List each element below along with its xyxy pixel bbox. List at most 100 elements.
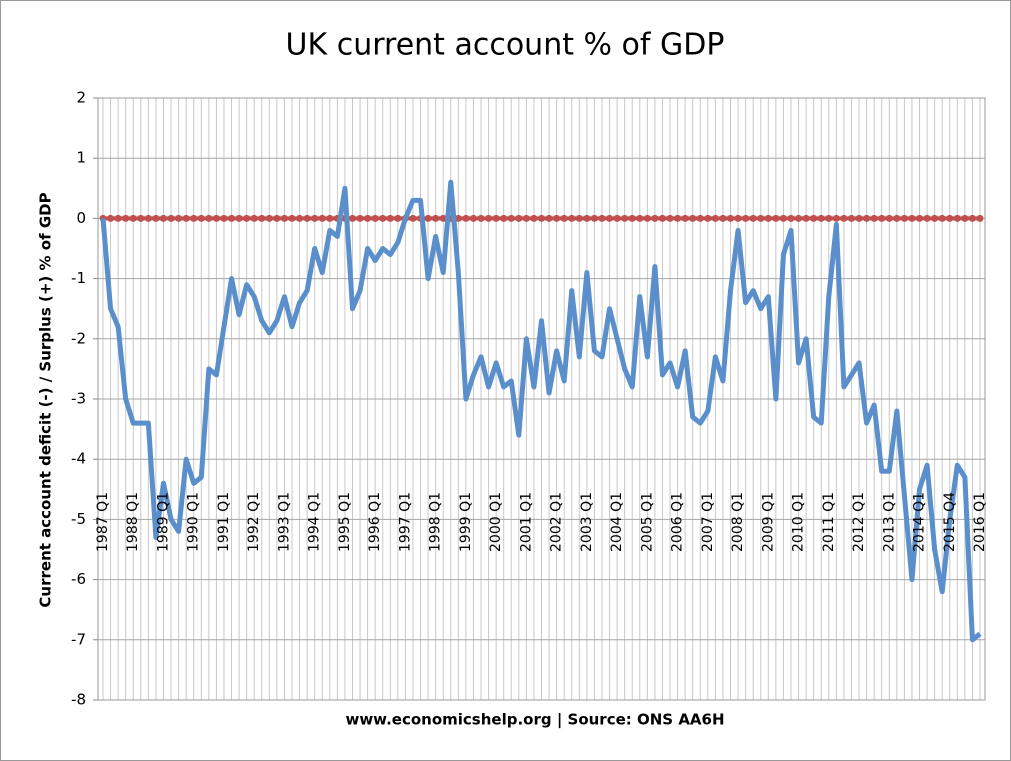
x-tick-label: 2003 Q1: [579, 492, 595, 552]
x-tick-label: 2006 Q1: [670, 492, 686, 552]
series-marker: [757, 214, 765, 222]
x-tick-label: 2000 Q1: [488, 492, 504, 552]
series-marker: [575, 214, 583, 222]
x-tick-label: 1991 Q1: [216, 492, 232, 552]
series-marker: [568, 214, 576, 222]
y-tick-label: -5: [71, 510, 86, 528]
series-marker: [651, 214, 659, 222]
series-line: [100, 179, 982, 643]
series-marker: [598, 214, 606, 222]
series-marker: [175, 214, 183, 222]
x-tick-label: 2010 Q1: [791, 492, 807, 552]
series-marker: [122, 214, 130, 222]
series-marker: [114, 214, 122, 222]
series-marker: [356, 214, 364, 222]
series-marker: [643, 214, 651, 222]
x-tick-label: 1995 Q1: [337, 492, 353, 552]
x-tick-label: 1999 Q1: [458, 492, 474, 552]
series-marker: [371, 214, 379, 222]
x-tick-label: 1987 Q1: [95, 492, 111, 552]
plot-frame: [97, 97, 986, 701]
series-marker: [961, 214, 969, 222]
series-marker: [923, 214, 931, 222]
x-tick-label: 2008 Q1: [730, 492, 746, 552]
series-marker: [855, 214, 863, 222]
series-marker: [296, 214, 304, 222]
series-marker: [764, 214, 772, 222]
series-marker: [560, 214, 568, 222]
x-tick-label: 1998 Q1: [428, 492, 444, 552]
series-marker: [606, 214, 614, 222]
y-tick-label: -1: [71, 269, 86, 287]
series-marker: [900, 214, 908, 222]
series-marker: [658, 214, 666, 222]
y-tick-label: -3: [71, 390, 86, 408]
series-marker: [515, 214, 523, 222]
series-marker: [432, 214, 440, 222]
series-marker: [681, 214, 689, 222]
series-marker: [258, 214, 266, 222]
y-tick-label: -8: [71, 691, 86, 709]
series-marker: [197, 214, 205, 222]
series-marker: [190, 214, 198, 222]
y-tick-label: -4: [71, 450, 86, 468]
series-marker: [485, 214, 493, 222]
series-marker: [311, 214, 319, 222]
series-marker: [893, 214, 901, 222]
x-tick-label: 1988 Q1: [125, 492, 141, 552]
series-marker: [742, 214, 750, 222]
series-marker: [666, 214, 674, 222]
series-marker: [507, 214, 515, 222]
series-marker: [938, 214, 946, 222]
source-note: www.economicshelp.org | Source: ONS AA6H: [345, 711, 724, 730]
series-marker: [492, 214, 500, 222]
series-marker: [613, 214, 621, 222]
series-marker: [394, 214, 402, 222]
y-tick-label: -7: [71, 630, 86, 648]
series-marker: [318, 214, 326, 222]
x-tick-label: 2012 Q1: [851, 492, 867, 552]
series-marker: [462, 214, 470, 222]
series-marker: [212, 214, 220, 222]
series-marker: [409, 214, 417, 222]
x-tick-label: 1993 Q1: [276, 492, 292, 552]
x-tick-label: 2002 Q1: [549, 492, 565, 552]
series-marker: [265, 214, 273, 222]
series-marker: [205, 214, 213, 222]
y-axis-label: Current account deficit (-) / Surplus (+…: [37, 192, 55, 607]
x-tick-label: 2016 Q1: [972, 492, 988, 552]
series-marker: [696, 214, 704, 222]
series-marker: [976, 214, 984, 222]
series-marker: [137, 214, 145, 222]
series-marker: [832, 214, 840, 222]
series-marker: [235, 214, 243, 222]
series-marker: [522, 214, 530, 222]
series-marker: [847, 214, 855, 222]
series-marker: [772, 214, 780, 222]
series-marker: [795, 214, 803, 222]
series-marker: [379, 214, 387, 222]
x-tick-label: 2013 Q1: [881, 492, 897, 552]
x-tick-label: 2004 Q1: [609, 492, 625, 552]
series-marker: [779, 214, 787, 222]
series-marker: [250, 214, 258, 222]
series-marker: [863, 214, 871, 222]
series-marker: [545, 214, 553, 222]
series-marker: [167, 214, 175, 222]
series-marker: [220, 214, 228, 222]
series-marker: [749, 214, 757, 222]
series-marker: [674, 214, 682, 222]
series-marker: [908, 214, 916, 222]
series-marker: [182, 214, 190, 222]
y-tick-label: 1: [76, 149, 86, 167]
x-tick-label: 1989 Q1: [155, 492, 171, 552]
series-marker: [636, 214, 644, 222]
series-marker: [704, 214, 712, 222]
series-marker: [916, 214, 924, 222]
series-marker: [348, 214, 356, 222]
series-marker: [734, 214, 742, 222]
series-marker: [530, 214, 538, 222]
series-marker: [885, 214, 893, 222]
chart-title: UK current account % of GDP: [286, 28, 725, 63]
series-marker: [326, 214, 334, 222]
